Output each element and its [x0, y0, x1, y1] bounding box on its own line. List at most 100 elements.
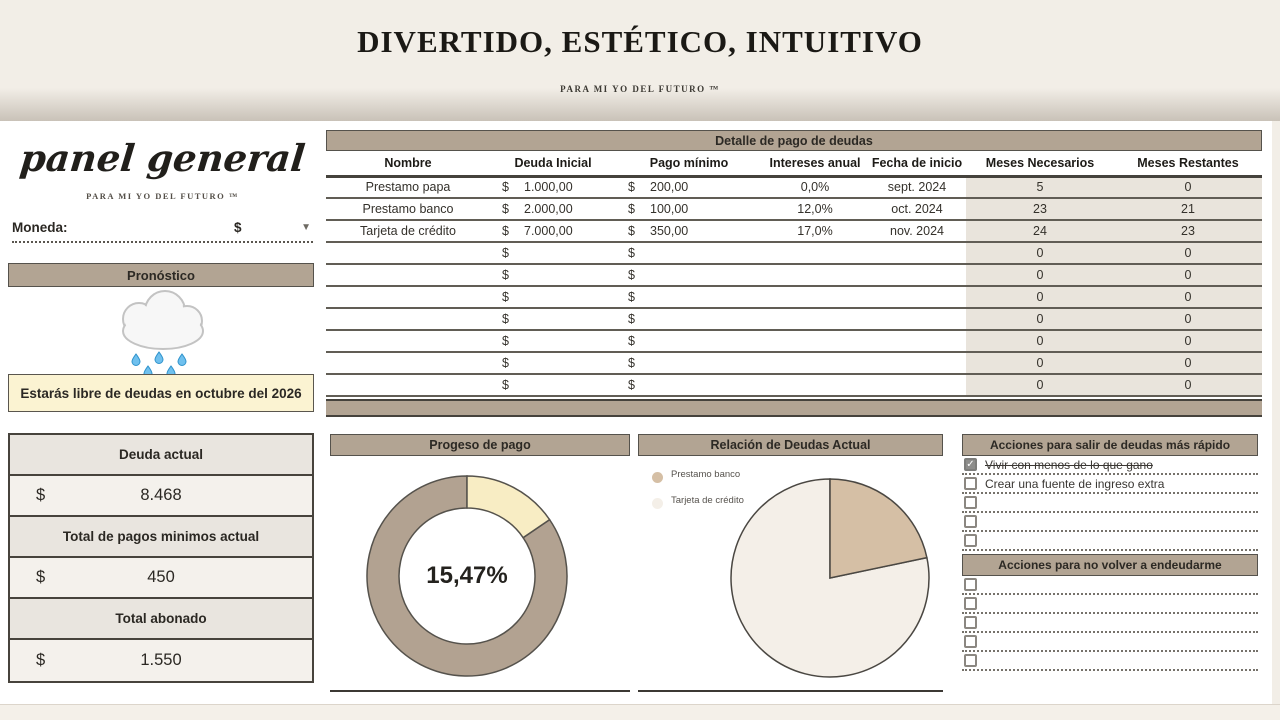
cell-fecha[interactable]: [868, 308, 966, 331]
cell-meses-necesarios[interactable]: 0: [966, 330, 1114, 353]
checkbox-icon[interactable]: [964, 654, 977, 667]
table-row[interactable]: $ $0 0: [326, 374, 1262, 397]
checkbox-icon[interactable]: [964, 496, 977, 509]
cell-intereses[interactable]: 0,0%: [762, 176, 868, 199]
cell-deuda-inicial[interactable]: $1.000,00: [490, 176, 616, 199]
chevron-down-icon[interactable]: ▼: [301, 222, 311, 233]
cell-meses-necesarios[interactable]: 24: [966, 220, 1114, 243]
cell-nombre[interactable]: [326, 264, 490, 287]
cell-meses-necesarios[interactable]: 23: [966, 198, 1114, 221]
cell-meses-restantes[interactable]: 0: [1114, 286, 1262, 309]
checkbox-icon[interactable]: [964, 616, 977, 629]
cell-meses-restantes[interactable]: 0: [1114, 352, 1262, 375]
checkbox-icon[interactable]: [964, 635, 977, 648]
cell-meses-necesarios[interactable]: 0: [966, 264, 1114, 287]
cell-deuda-inicial[interactable]: $: [490, 264, 616, 287]
table-row[interactable]: $ $0 0: [326, 286, 1262, 309]
table-row[interactable]: $ $0 0: [326, 242, 1262, 265]
checklist-label[interactable]: Crear una fuente de ingreso extra: [985, 476, 1165, 491]
checkbox-icon[interactable]: [964, 578, 977, 591]
cell-deuda-inicial[interactable]: $7.000,00: [490, 220, 616, 243]
table-row[interactable]: $ $0 0: [326, 330, 1262, 353]
cell-fecha[interactable]: [868, 330, 966, 353]
checklist-item[interactable]: ✓ Vivir con menos de lo que gano: [962, 456, 1258, 475]
cell-fecha[interactable]: [868, 374, 966, 397]
cell-pago-minimo[interactable]: $: [616, 286, 762, 309]
cell-meses-necesarios[interactable]: 5: [966, 176, 1114, 199]
cell-deuda-inicial[interactable]: $2.000,00: [490, 198, 616, 221]
cell-deuda-inicial[interactable]: $: [490, 242, 616, 265]
cell-nombre[interactable]: [326, 286, 490, 309]
cell-meses-restantes[interactable]: 0: [1114, 242, 1262, 265]
cell-intereses[interactable]: 17,0%: [762, 220, 868, 243]
cell-meses-restantes[interactable]: 0: [1114, 308, 1262, 331]
cell-meses-necesarios[interactable]: 0: [966, 242, 1114, 265]
checkbox-icon[interactable]: [964, 534, 977, 547]
cell-meses-necesarios[interactable]: 0: [966, 308, 1114, 331]
cell-intereses[interactable]: [762, 242, 868, 265]
cell-meses-necesarios[interactable]: 0: [966, 374, 1114, 397]
cell-meses-restantes[interactable]: 21: [1114, 198, 1262, 221]
cell-nombre[interactable]: Prestamo papa: [326, 176, 490, 199]
cell-deuda-inicial[interactable]: $: [490, 374, 616, 397]
cell-pago-minimo[interactable]: $: [616, 352, 762, 375]
checklist-item[interactable]: [962, 633, 1258, 652]
cell-pago-minimo[interactable]: $: [616, 308, 762, 331]
table-row[interactable]: Prestamo banco $2.000,00 $100,00 12,0% oct. …: [326, 198, 1262, 221]
cell-nombre[interactable]: [326, 330, 490, 353]
cell-meses-restantes[interactable]: 0: [1114, 264, 1262, 287]
checklist-label[interactable]: Vivir con menos de lo que gano: [985, 457, 1153, 472]
cell-intereses[interactable]: [762, 264, 868, 287]
cell-meses-restantes[interactable]: 0: [1114, 176, 1262, 199]
cell-pago-minimo[interactable]: $: [616, 242, 762, 265]
cell-pago-minimo[interactable]: $: [616, 264, 762, 287]
table-row[interactable]: Tarjeta de crédito $7.000,00 $350,00 17,0% n…: [326, 220, 1262, 243]
cell-meses-necesarios[interactable]: 0: [966, 286, 1114, 309]
checklist-item[interactable]: [962, 513, 1258, 532]
checklist-item[interactable]: [962, 652, 1258, 671]
cell-pago-minimo[interactable]: $350,00: [616, 220, 762, 243]
cell-meses-necesarios[interactable]: 0: [966, 352, 1114, 375]
cell-fecha[interactable]: [868, 264, 966, 287]
cell-intereses[interactable]: [762, 374, 868, 397]
cell-nombre[interactable]: [326, 352, 490, 375]
checklist-item[interactable]: Crear una fuente de ingreso extra: [962, 475, 1258, 494]
cell-pago-minimo[interactable]: $: [616, 330, 762, 353]
cell-intereses[interactable]: 12,0%: [762, 198, 868, 221]
cell-meses-restantes[interactable]: 0: [1114, 330, 1262, 353]
cell-nombre[interactable]: [326, 242, 490, 265]
cell-fecha[interactable]: [868, 242, 966, 265]
table-row[interactable]: Prestamo papa $1.000,00 $200,00 0,0% sept. 2…: [326, 176, 1262, 199]
checkbox-icon[interactable]: [964, 597, 977, 610]
stat-value-cell[interactable]: $450: [10, 558, 312, 599]
checkbox-checked-icon[interactable]: ✓: [964, 458, 977, 471]
currency-value[interactable]: $: [234, 220, 242, 235]
cell-fecha[interactable]: sept. 2024: [868, 176, 966, 199]
cell-deuda-inicial[interactable]: $: [490, 308, 616, 331]
cell-nombre[interactable]: [326, 308, 490, 331]
stat-value-cell[interactable]: $1.550: [10, 640, 312, 681]
checklist-item[interactable]: [962, 532, 1258, 551]
cell-intereses[interactable]: [762, 352, 868, 375]
cell-fecha[interactable]: nov. 2024: [868, 220, 966, 243]
cell-deuda-inicial[interactable]: $: [490, 352, 616, 375]
cell-meses-restantes[interactable]: 23: [1114, 220, 1262, 243]
checklist-item[interactable]: [962, 576, 1258, 595]
cell-deuda-inicial[interactable]: $: [490, 330, 616, 353]
cell-pago-minimo[interactable]: $100,00: [616, 198, 762, 221]
table-row[interactable]: $ $0 0: [326, 264, 1262, 287]
cell-fecha[interactable]: [868, 352, 966, 375]
cell-intereses[interactable]: [762, 308, 868, 331]
cell-fecha[interactable]: oct. 2024: [868, 198, 966, 221]
stat-value-cell[interactable]: $8.468: [10, 476, 312, 517]
cell-fecha[interactable]: [868, 286, 966, 309]
cell-intereses[interactable]: [762, 286, 868, 309]
table-row[interactable]: $ $0 0: [326, 352, 1262, 375]
checkbox-icon[interactable]: [964, 515, 977, 528]
checkbox-icon[interactable]: [964, 477, 977, 490]
cell-intereses[interactable]: [762, 330, 868, 353]
checklist-item[interactable]: [962, 595, 1258, 614]
table-row[interactable]: $ $0 0: [326, 308, 1262, 331]
checklist-item[interactable]: [962, 494, 1258, 513]
currency-selector[interactable]: Moneda: $ ▼: [12, 218, 313, 243]
